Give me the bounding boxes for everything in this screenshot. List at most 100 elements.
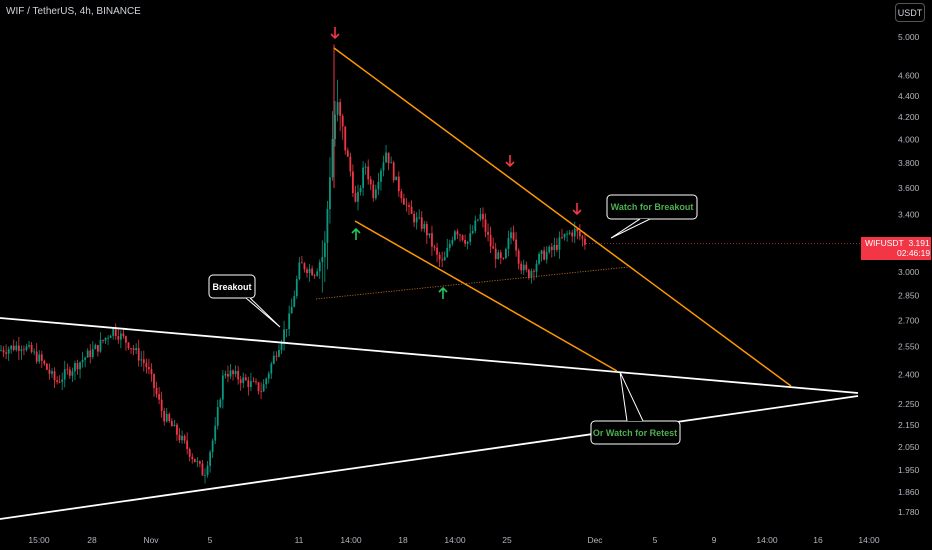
candle-body [227,373,229,377]
candle-body [206,465,209,475]
candle-body [357,192,359,202]
y-tick-label: 2.150 [898,420,920,430]
candle-body [436,247,438,255]
candle-body [66,369,69,371]
y-tick-label: 1.860 [898,487,920,497]
candle-body [214,425,217,441]
candle-body [293,296,296,307]
candle-body [354,193,357,202]
candle-body [262,384,265,392]
candle-body [38,354,41,362]
y-tick-label: 4.200 [898,112,920,122]
candle-body [112,327,115,336]
candle-body [255,381,257,383]
time-axis[interactable]: 15:00 28 Nov 5 11 14:00 18 14:00 25 Dec 5 9 14:00 16 1… [28,535,880,545]
candle-body [176,424,178,435]
candle-body [158,394,160,400]
candle-body [109,335,112,338]
candle-body [48,369,51,374]
candle-body [334,114,336,139]
candle-body [280,342,283,350]
candle-body [346,150,349,157]
candle-body [74,363,76,372]
candle-body [362,167,364,188]
candle-body [392,162,395,181]
triangle-upper-trendline[interactable] [0,317,859,394]
candle-body [459,234,461,236]
candle-body [58,381,61,383]
candle-body [163,411,166,422]
candle-body [517,250,520,264]
candle-body [46,363,48,370]
x-tick-label: 5 [653,535,658,545]
candle-body [61,379,64,383]
candle-body [464,239,466,244]
channel-lower-trendline[interactable] [354,220,618,372]
candle-body [33,351,36,353]
candle-body [40,354,43,361]
candle-body [102,339,104,341]
candle-body [323,242,326,258]
candle-body [155,387,158,395]
candle-body [484,219,487,232]
candle-body [20,349,23,351]
x-tick-label: 11 [295,535,304,545]
candle-body [130,348,132,350]
watch-retest-label: Or Watch for Retest [593,428,677,438]
candle-body [86,350,89,358]
candle-body [456,231,459,235]
candle-body [441,259,444,261]
candle-body [140,359,143,361]
candle-body [395,176,398,181]
candle-body [446,247,449,257]
candle-body [359,187,362,193]
candle-body [576,228,579,232]
watch-breakout-label: Watch for Breakout [611,202,694,212]
channel-upper-trendline[interactable] [333,47,792,387]
triangle-lower-trendline[interactable] [0,395,859,520]
candle-body [53,371,56,381]
candle-body [211,440,214,453]
candle-body [137,348,140,361]
watch-breakout-callout[interactable]: Watch for Breakout [606,194,698,239]
arrow-down-icon [572,203,582,216]
candle-body [540,250,543,254]
candle-body [216,407,219,426]
currency-button[interactable]: USDT [895,3,925,22]
watch-retest-callout[interactable]: Or Watch for Retest [590,371,681,445]
candle-body [303,263,306,270]
y-tick-label: 2.850 [898,291,920,301]
y-tick-label: 2.400 [898,370,920,380]
candle-body [107,337,109,339]
candle-body [71,371,74,376]
candle-body [321,257,324,263]
candle-body [466,241,469,244]
candle-body [173,424,176,427]
candle-body [183,435,186,441]
breakout-callout[interactable]: Breakout [208,274,281,328]
x-tick-label: Dec [587,535,603,545]
x-tick-label: Nov [143,535,159,545]
price-tag-countdown: 02:46:19 [897,248,931,258]
candle-body [566,233,568,235]
arrow-up-icon [351,227,361,240]
x-tick-label: 28 [87,535,97,545]
candle-body [270,363,273,374]
candle-body [252,381,255,383]
candle-body [497,252,500,260]
x-tick-label: 15:00 [28,535,50,545]
price-axis[interactable]: 5.000 4.600 4.400 4.200 4.000 3.800 3.600 3.400… [898,32,920,517]
candle-body [25,346,28,351]
y-tick-label: 4.400 [898,91,920,101]
candle-body [81,359,84,363]
candle-body [425,224,428,236]
candle-body [119,333,122,340]
candle-body [239,379,242,384]
candle-body [99,339,102,352]
candle-body [188,449,191,457]
candle-body [512,232,515,240]
channel-base-trendline[interactable] [315,266,629,300]
candle-body [250,381,252,387]
candle-body [237,371,240,380]
